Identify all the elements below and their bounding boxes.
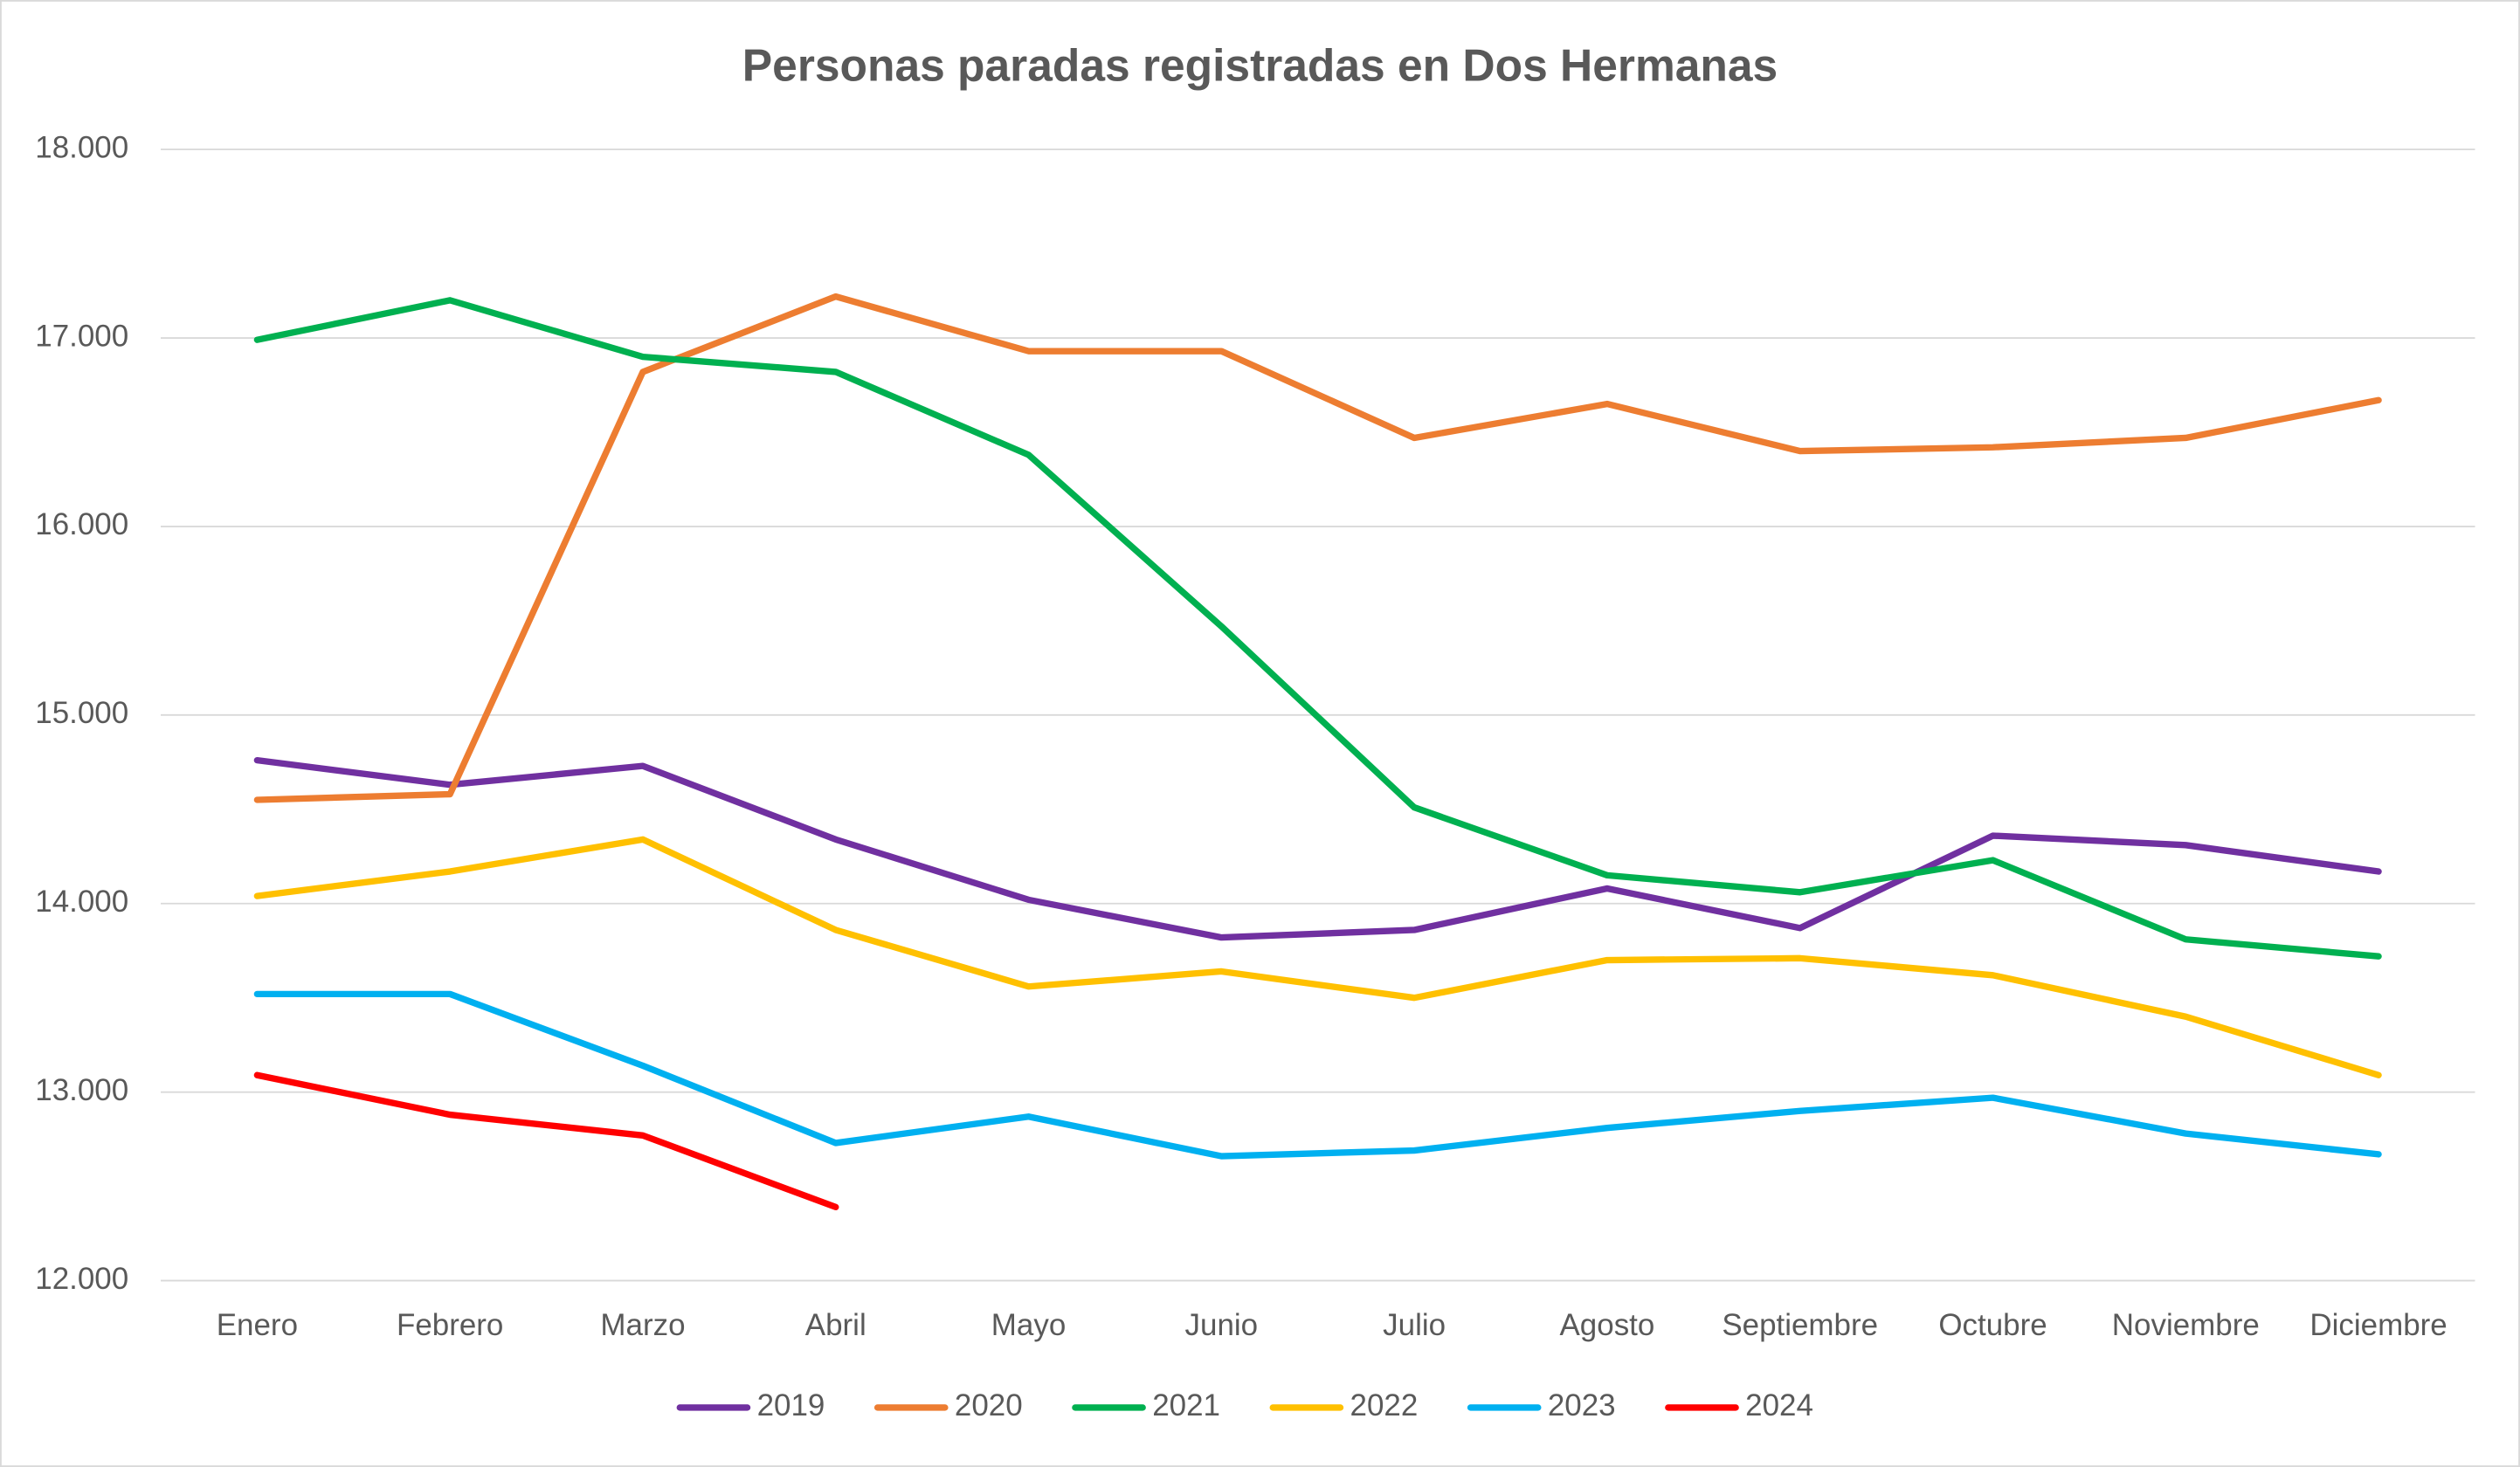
legend-label: 2023 (1548, 1388, 1616, 1422)
series-line (253, 756, 2382, 941)
x-tick-label: Septiembre (1722, 1308, 1878, 1342)
series-line (253, 297, 2382, 960)
x-tick-label: Enero (217, 1308, 298, 1342)
x-tick-label: Agosto (1560, 1308, 1655, 1342)
legend-label: 2019 (757, 1388, 825, 1422)
y-tick-label: 12.000 (35, 1262, 128, 1296)
x-tick-label: Diciembre (2309, 1308, 2447, 1342)
series-line (253, 836, 2382, 1078)
y-tick-label: 17.000 (35, 319, 128, 353)
x-tick-label: Mayo (991, 1308, 1066, 1342)
y-tick-label: 18.000 (35, 130, 128, 164)
y-tick-label: 13.000 (35, 1073, 128, 1107)
legend-label: 2020 (955, 1388, 1023, 1422)
legend-label: 2024 (1745, 1388, 1813, 1422)
chart-title: Personas paradas registradas en Dos Herm… (742, 40, 1778, 91)
x-tick-label: Febrero (397, 1308, 503, 1342)
x-tick-label: Marzo (600, 1308, 685, 1342)
series-line (253, 1071, 839, 1211)
series-line (253, 293, 2382, 803)
x-tick-label: Junio (1185, 1308, 1259, 1342)
x-tick-label: Octubre (1938, 1308, 2047, 1342)
legend-label: 2021 (1152, 1388, 1220, 1422)
y-tick-label: 14.000 (35, 885, 128, 919)
legend-label: 2022 (1350, 1388, 1419, 1422)
x-tick-label: Noviembre (2112, 1308, 2260, 1342)
x-tick-label: Abril (805, 1308, 866, 1342)
x-tick-label: Julio (1383, 1308, 1446, 1342)
series-line (253, 990, 2382, 1160)
y-tick-label: 15.000 (35, 696, 128, 730)
y-tick-label: 16.000 (35, 507, 128, 541)
